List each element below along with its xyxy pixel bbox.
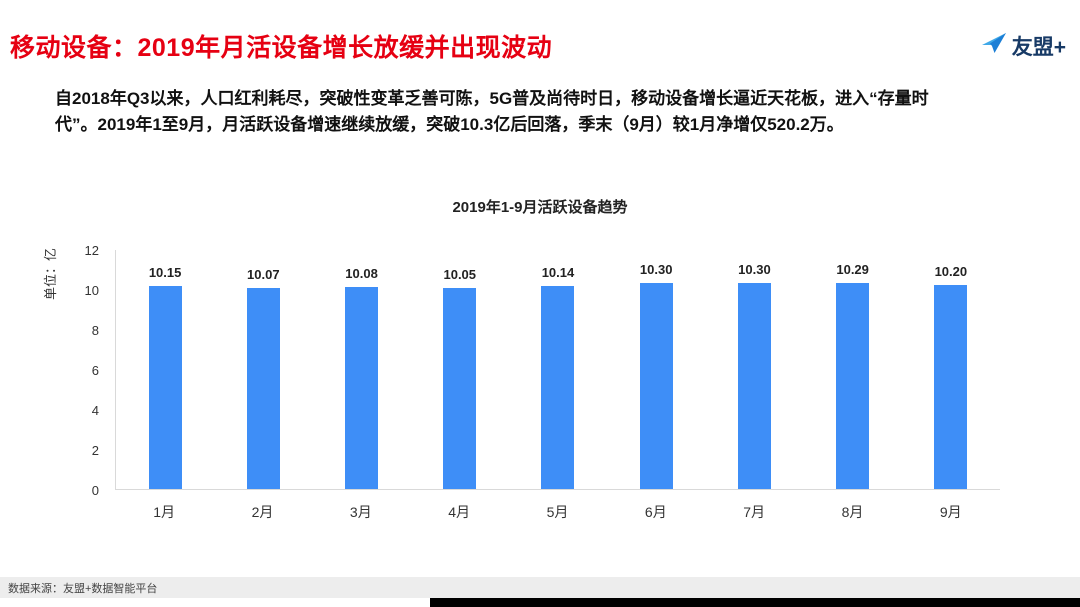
bar-column: 10.30 (705, 250, 803, 489)
y-axis-title: 单位：亿 (43, 247, 58, 300)
bar-value-label: 10.08 (345, 266, 378, 282)
bar-value-label: 10.30 (738, 262, 771, 277)
bar (836, 283, 870, 489)
bar (934, 285, 968, 489)
y-axis-tick-label: 10 (84, 283, 99, 298)
bar (541, 286, 575, 489)
bar (246, 287, 280, 489)
y-axis-tick-label: 0 (91, 483, 99, 498)
y-axis-tick-label: 12 (84, 243, 99, 258)
bar-column: 10.08 (312, 250, 410, 489)
y-axis: 0 2 4 6 8 10 12 (71, 243, 107, 498)
chart-title: 2019年1-9月活跃设备趋势 (452, 199, 628, 216)
x-axis-tick-label: 2月 (251, 504, 274, 520)
source-strip: 数据来源：友盟+数据智能平台 (0, 577, 1080, 598)
bar-column: 10.29 (804, 250, 902, 489)
x-axis-tick-label: 3月 (349, 504, 372, 520)
x-axis-tick-label: 7月 (743, 504, 766, 520)
x-axis-tick-label: 6月 (644, 504, 667, 520)
bar (345, 287, 379, 489)
intro-text: 自2018年Q3以来，人口红利耗尽，突破性变革乏善可陈，5G普及尚待时日，移动设… (55, 89, 929, 134)
x-axis-tick-label: 1月 (153, 504, 176, 520)
plot-area: 10.15 10.07 10.08 10.05 10.14 10.30 10.30 10.29… (115, 250, 1000, 490)
bar-value-label: 10.15 (148, 265, 182, 280)
bar-column: 10.14 (509, 250, 607, 489)
bar-chart: 0 2 4 6 8 10 12 10.15 10.07 10.08 10.05 10.14 10.30… (85, 243, 1000, 522)
bar-column: 10.07 (214, 250, 312, 489)
x-axis-tick-label: 4月 (448, 504, 471, 520)
page-title: 移动设备：2019年月活设备增长放缓并出现波动 (10, 34, 553, 62)
y-axis-tick-label: 6 (91, 363, 99, 378)
y-axis-tick-label: 4 (91, 403, 99, 418)
header: 移动设备：2019年月活设备增长放缓并出现波动 友盟+ (10, 28, 1070, 64)
bar (737, 283, 771, 489)
chart-title-row: 2019年1-9月活跃设备趋势 (0, 196, 1080, 217)
umeng-logo: 友盟+ (981, 30, 1066, 61)
x-axis-tick-label: 5月 (546, 504, 569, 520)
bar-column: 10.30 (607, 250, 705, 489)
bar-value-label: 10.29 (836, 262, 869, 278)
bar (639, 283, 673, 489)
y-axis-tick-label: 8 (91, 323, 99, 338)
bar-value-label: 10.14 (541, 265, 575, 281)
bar-column: 10.15 (116, 250, 214, 489)
bar-value-label: 10.20 (934, 264, 968, 279)
bottom-black-bar (430, 598, 1080, 607)
bar-value-label: 10.05 (443, 267, 477, 282)
y-axis-tick-label: 2 (91, 443, 99, 458)
bar-value-label: 10.30 (639, 262, 673, 277)
bar-column: 10.05 (411, 250, 509, 489)
umeng-logo-text: 友盟+ (1011, 35, 1066, 59)
bar (443, 288, 477, 489)
x-axis-tick-label: 8月 (841, 504, 864, 520)
bar-column: 10.20 (902, 250, 1000, 489)
bar (148, 286, 182, 489)
data-source-text: 数据来源：友盟+数据智能平台 (8, 582, 158, 595)
umeng-bird-icon (981, 30, 1007, 61)
bar-value-label: 10.07 (247, 266, 280, 282)
x-axis-tick-label: 9月 (939, 504, 962, 520)
x-axis: 1月 2月 3月 4月 5月 6月 7月 8月 9月 (115, 502, 1000, 522)
